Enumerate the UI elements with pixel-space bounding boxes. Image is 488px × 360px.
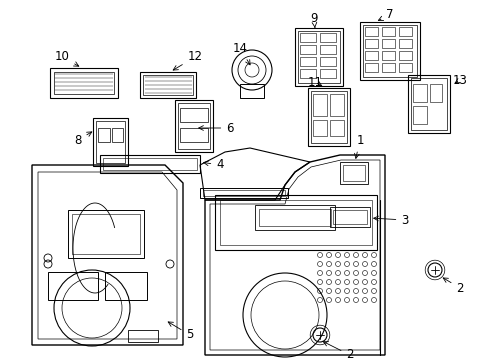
Bar [364, 63, 377, 72]
Text: 7: 7 [378, 9, 393, 22]
Bar [332, 210, 366, 224]
Text: 2: 2 [442, 278, 463, 294]
Bar [203, 190, 285, 196]
Bar [398, 39, 411, 48]
Bar [215, 195, 376, 250]
Bar [50, 68, 118, 98]
Bar [410, 78, 446, 130]
Text: 5: 5 [168, 322, 193, 342]
Bar [381, 51, 394, 60]
Text: 2: 2 [323, 342, 353, 360]
Bar [312, 94, 326, 116]
Bar [381, 63, 394, 72]
Text: 12: 12 [173, 50, 202, 70]
Bar [128, 330, 158, 342]
Text: 10: 10 [55, 50, 79, 66]
Bar [364, 27, 377, 36]
Text: 9: 9 [309, 12, 317, 27]
Text: 3: 3 [373, 213, 408, 226]
Bar [294, 28, 342, 86]
Bar [297, 31, 339, 83]
Bar [142, 75, 193, 95]
Bar [103, 158, 197, 170]
Bar [364, 51, 377, 60]
Bar [429, 84, 441, 102]
Bar [398, 51, 411, 60]
Text: 1: 1 [354, 134, 363, 158]
Bar [93, 118, 128, 166]
Text: 11: 11 [307, 76, 322, 89]
Bar [105, 272, 147, 300]
Bar [98, 128, 110, 142]
Text: 6: 6 [198, 122, 233, 135]
Bar [254, 205, 334, 230]
Bar [54, 72, 114, 94]
Bar [299, 45, 315, 54]
Bar [412, 84, 426, 102]
Bar [112, 128, 123, 142]
Bar [299, 33, 315, 42]
Bar [259, 209, 330, 226]
Text: 13: 13 [451, 73, 467, 86]
Bar [48, 272, 98, 300]
Bar [319, 33, 335, 42]
Bar [342, 165, 364, 181]
Text: 8: 8 [74, 132, 92, 147]
Bar [329, 94, 343, 116]
Bar [412, 106, 426, 124]
Bar [319, 57, 335, 66]
Bar [362, 25, 416, 77]
Bar [398, 63, 411, 72]
Bar [307, 88, 349, 146]
Bar [175, 100, 213, 152]
Text: 14: 14 [232, 41, 249, 65]
Bar [381, 39, 394, 48]
Bar [329, 120, 343, 136]
Bar [398, 27, 411, 36]
Bar [319, 69, 335, 78]
Bar [407, 75, 449, 133]
Bar [310, 91, 346, 143]
Bar [329, 207, 369, 227]
Text: 4: 4 [203, 158, 224, 171]
Bar [220, 200, 371, 245]
Bar [180, 128, 207, 142]
Bar [178, 103, 209, 149]
Bar [299, 57, 315, 66]
Bar [200, 188, 287, 198]
Bar [359, 22, 419, 80]
Bar [319, 45, 335, 54]
Bar [364, 39, 377, 48]
Bar [381, 27, 394, 36]
Bar [68, 210, 143, 258]
Bar [72, 214, 140, 254]
Bar [100, 155, 200, 173]
Bar [140, 72, 196, 98]
Bar [180, 108, 207, 122]
Bar [312, 120, 326, 136]
Bar [339, 162, 367, 184]
Bar [240, 84, 264, 98]
Bar [299, 69, 315, 78]
Bar [96, 121, 125, 163]
